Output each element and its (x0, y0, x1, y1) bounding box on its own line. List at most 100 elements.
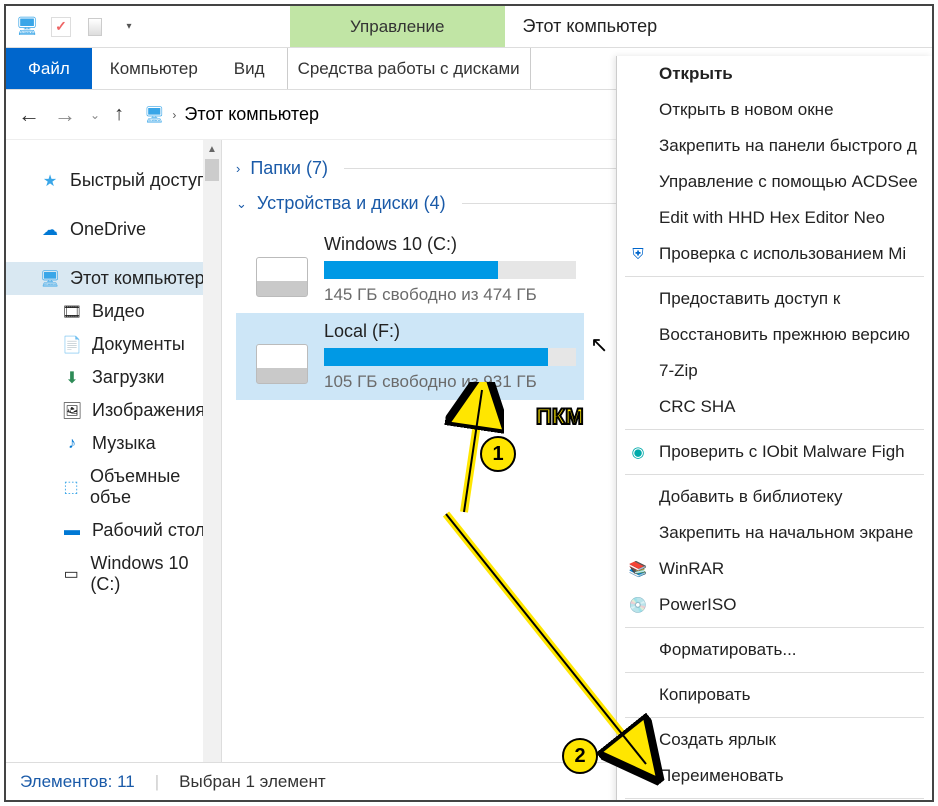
nav-up[interactable]: ↑ (114, 103, 124, 126)
quick-access-toolbar: 🖥 ✓ ▾ (6, 14, 150, 40)
chevron-right-icon: › (236, 161, 240, 176)
sidebar-item-onedrive[interactable]: ☁ OneDrive (6, 213, 221, 246)
ctx-give-access[interactable]: Предоставить доступ к (617, 281, 932, 317)
nav-history-dropdown[interactable]: ⌄ (90, 108, 100, 122)
sidebar-item-label: Этот компьютер (70, 268, 205, 289)
drive-usage-bar (324, 261, 576, 279)
ctx-pin-quick-access[interactable]: Закрепить на панели быстрого д (617, 128, 932, 164)
sidebar-item-label: Объемные объе (90, 466, 213, 508)
nav-forward: → (54, 102, 76, 128)
ctx-iobit[interactable]: ◉Проверить с IObit Malware Figh (617, 434, 932, 470)
sidebar-item-label: Документы (92, 334, 185, 355)
ctx-separator (625, 672, 924, 673)
star-icon: ★ (40, 171, 60, 191)
ctx-defender-scan[interactable]: ⛨Проверка с использованием Mi (617, 236, 932, 272)
sidebar-item-desktop[interactable]: ▬ Рабочий стол (6, 514, 221, 547)
ctx-separator (625, 429, 924, 430)
ctx-7zip[interactable]: 7-Zip (617, 353, 932, 389)
window-title: Этот компьютер (505, 16, 658, 37)
tab-view[interactable]: Вид (216, 48, 283, 89)
tab-drive-tools[interactable]: Средства работы с дисками (287, 48, 531, 89)
sidebar-item-this-pc[interactable]: 🖥 Этот компьютер (6, 262, 221, 295)
ctx-separator (625, 276, 924, 277)
shield-icon: ⛨ (627, 243, 649, 265)
sidebar-item-label: Изображения (92, 400, 205, 421)
sidebar-scrollbar[interactable]: ▲ (203, 140, 221, 762)
drive-usage-bar (324, 348, 576, 366)
sidebar-item-label: Музыка (92, 433, 156, 454)
drive-label: Windows 10 (C:) (324, 234, 576, 255)
ctx-hex-editor[interactable]: Edit with HHD Hex Editor Neo (617, 200, 932, 236)
ctx-separator (625, 627, 924, 628)
sidebar-item-3d-objects[interactable]: ⬚ Объемные объе (6, 460, 221, 514)
annotation-arrow-2 (436, 506, 666, 786)
sidebar-item-pictures[interactable]: 🖼 Изображения (6, 394, 221, 427)
ctx-separator (625, 798, 924, 799)
video-icon: 🎞 (62, 302, 82, 322)
breadcrumb[interactable]: 🖥 › Этот компьютер (144, 104, 319, 125)
ctx-open[interactable]: Открыть (617, 56, 932, 92)
tab-file[interactable]: Файл (6, 48, 92, 89)
sidebar-item-downloads[interactable]: ⬇ Загрузки (6, 361, 221, 394)
qat-customize[interactable]: ▾ (116, 14, 142, 40)
qat-new-doc[interactable] (82, 14, 108, 40)
breadcrumb-item[interactable]: Этот компьютер (184, 104, 319, 125)
chevron-right-icon[interactable]: › (172, 108, 176, 122)
scroll-up-icon[interactable]: ▲ (207, 140, 217, 159)
ctx-crc-sha[interactable]: CRC SHA (617, 389, 932, 425)
explorer-window: 🖥 ✓ ▾ Управление Этот компьютер Файл Ком… (4, 4, 934, 802)
hdd-icon (256, 257, 308, 297)
sidebar-item-quick-access[interactable]: ★ Быстрый доступ (6, 164, 221, 197)
sidebar-item-label: Быстрый доступ (70, 170, 207, 191)
drive-item-c[interactable]: Windows 10 (C:) 145 ГБ свободно из 474 Г… (236, 226, 584, 313)
contextual-tab-group: Управление (290, 6, 505, 47)
this-pc-icon[interactable]: 🖥 (14, 14, 40, 40)
ctx-restore-previous[interactable]: Восстановить прежнюю версию (617, 317, 932, 353)
annotation-badge-2: 2 (562, 738, 598, 774)
cursor-icon: ↖ (590, 332, 608, 358)
drive-info: Windows 10 (C:) 145 ГБ свободно из 474 Г… (324, 234, 576, 305)
scroll-thumb[interactable] (205, 159, 219, 181)
drive-item-f[interactable]: Local (F:) 105 ГБ свободно из 931 ГБ (236, 313, 584, 400)
annotation-pkm-label: ПКМ (536, 404, 584, 430)
cube-icon: ⬚ (62, 477, 80, 497)
nav-tree: ▲ ★ Быстрый доступ ☁ OneDrive 🖥 Этот компью… (6, 140, 222, 762)
sidebar-item-label: Рабочий стол (92, 520, 205, 541)
drive-icon: ▭ (62, 564, 80, 584)
tab-computer[interactable]: Компьютер (92, 48, 216, 89)
drive-free-text: 145 ГБ свободно из 474 ГБ (324, 285, 576, 305)
iobit-icon: ◉ (627, 441, 649, 463)
picture-icon: 🖼 (62, 401, 82, 421)
nav-back[interactable]: ← (18, 102, 40, 128)
cloud-icon: ☁ (40, 220, 60, 240)
ctx-separator (625, 474, 924, 475)
music-icon: ♪ (62, 434, 82, 454)
sidebar-item-drive-c[interactable]: ▭ Windows 10 (C:) (6, 547, 221, 601)
download-icon: ⬇ (62, 368, 82, 388)
titlebar: 🖥 ✓ ▾ Управление Этот компьютер (6, 6, 932, 48)
monitor-icon: 🖥 (40, 269, 60, 289)
sidebar-item-label: Видео (92, 301, 145, 322)
ctx-acdsee[interactable]: Управление с помощью ACDSee (617, 164, 932, 200)
status-separator: | (155, 772, 159, 792)
annotation-badge-1: 1 (480, 436, 516, 472)
group-label: Папки (7) (250, 158, 328, 179)
sidebar-item-video[interactable]: 🎞 Видео (6, 295, 221, 328)
sidebar-item-label: OneDrive (70, 219, 146, 240)
ctx-separator (625, 717, 924, 718)
ctx-open-new-window[interactable]: Открыть в новом окне (617, 92, 932, 128)
drive-label: Local (F:) (324, 321, 576, 342)
qat-properties[interactable]: ✓ (48, 14, 74, 40)
breadcrumb-icon: 🖥 (144, 105, 164, 125)
sidebar-item-label: Windows 10 (C:) (90, 553, 213, 595)
sidebar-item-label: Загрузки (92, 367, 164, 388)
sidebar-item-music[interactable]: ♪ Музыка (6, 427, 221, 460)
sidebar-item-documents[interactable]: 📄 Документы (6, 328, 221, 361)
status-item-count: Элементов: 11 (20, 772, 135, 792)
hdd-icon (256, 344, 308, 384)
group-label: Устройства и диски (4) (257, 193, 446, 214)
desktop-icon: ▬ (62, 521, 82, 541)
chevron-down-icon: ⌄ (236, 196, 247, 212)
status-selection: Выбран 1 элемент (179, 772, 325, 792)
document-icon: 📄 (62, 335, 82, 355)
